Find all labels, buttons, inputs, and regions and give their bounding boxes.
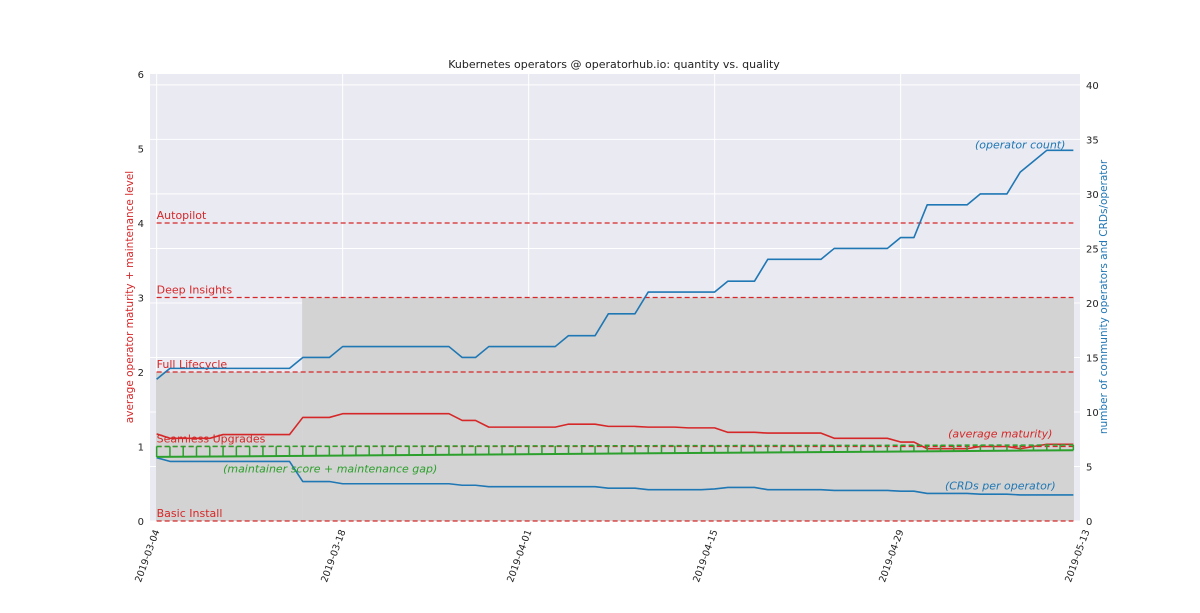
xtick-label: 2019-05-13	[1063, 528, 1092, 584]
maturity-level-label: Seamless Upgrades	[157, 433, 266, 446]
series	[155, 149, 1075, 496]
ytick-right-label: 25	[1086, 244, 1099, 255]
maturity-level-label: Basic Install	[157, 507, 223, 520]
xtick-label: 2019-04-15	[691, 528, 720, 584]
ytick-right-label: 5	[1086, 462, 1092, 473]
ytick-left-label: 0	[138, 517, 144, 528]
ylabel-left: average operator maturity + maintenance …	[124, 171, 136, 423]
annotation-maintainer: (maintainer score + maintenance gap)	[223, 463, 437, 476]
xtick-label: 2019-04-29	[877, 528, 906, 584]
ytick-left-label: 6	[138, 70, 144, 81]
series-CRDs-per-operator	[156, 456, 1074, 496]
ytick-left-label: 3	[138, 294, 144, 305]
ylabel-right: number of community operators and CRDs/o…	[1098, 159, 1110, 434]
ytick-right-label: 15	[1086, 353, 1099, 364]
maturity-level-label: Autopilot	[157, 209, 207, 222]
series-operator-count	[156, 149, 1074, 380]
maintainer-series	[155, 444, 1075, 458]
maturity-level-label: Deep Insights	[157, 284, 233, 297]
ytick-right-label: 35	[1086, 135, 1099, 146]
ytick-right-label: 40	[1086, 81, 1099, 92]
ytick-left-label: 1	[138, 443, 144, 454]
annotations: (operator count) (average maturity) (CRDs …	[223, 139, 1065, 493]
annotation-count: (operator count)	[975, 139, 1065, 152]
ytick-left-label: 2	[138, 368, 144, 379]
annotation-crds: (CRDs per operator)	[945, 480, 1056, 493]
maintainer-upper-line	[156, 444, 1074, 448]
maintainer-lower-line	[156, 449, 1074, 458]
ytick-left-label: 5	[138, 145, 144, 156]
ytick-right-label: 30	[1086, 190, 1099, 201]
ytick-left-label: 4	[138, 219, 144, 230]
xtick-label: 2019-04-01	[505, 528, 534, 584]
ytick-right-label: 10	[1086, 408, 1099, 419]
chart-title: Kubernetes operators @ operatorhub.io: q…	[448, 58, 780, 71]
ytick-right-label: 20	[1086, 299, 1099, 310]
annotation-maturity: (average maturity)	[948, 428, 1052, 441]
xtick-label: 2019-03-18	[319, 528, 348, 584]
xtick-label: 2019-03-04	[133, 528, 162, 584]
ytick-right-label: 0	[1086, 517, 1092, 528]
